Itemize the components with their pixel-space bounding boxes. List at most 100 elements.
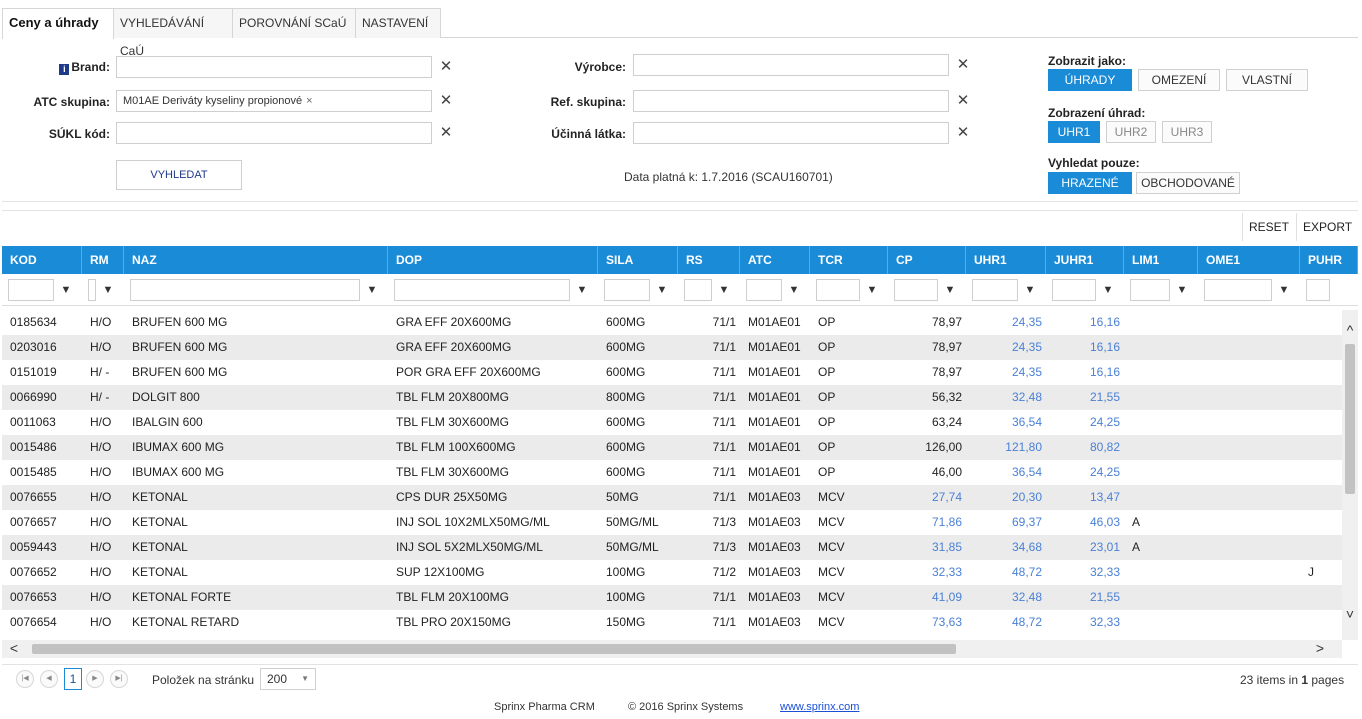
column-filter-input[interactable] (816, 279, 860, 301)
column-header-cp[interactable]: CP (888, 246, 966, 274)
table-row[interactable]: 0011063 H/O IBALGIN 600 TBL FLM 30X600MG 600… (2, 410, 1342, 435)
table-row[interactable]: 0151019 H/ - BRUFEN 600 MG POR GRA EFF 20X6… (2, 360, 1342, 385)
funnel-icon[interactable]: ▼ (944, 284, 956, 296)
uhr2-button[interactable]: UHR2 (1106, 121, 1156, 143)
scroll-up-icon[interactable]: ^ (1346, 322, 1354, 338)
chip-remove-icon[interactable]: × (306, 95, 313, 107)
column-filter-input[interactable] (8, 279, 54, 301)
next-page-icon[interactable]: ▶ (86, 670, 104, 688)
brand-clear-icon[interactable]: ✕ (439, 58, 453, 75)
column-header-sila[interactable]: SILA (598, 246, 678, 274)
column-filter-input[interactable] (684, 279, 712, 301)
funnel-icon[interactable]: ▼ (1024, 284, 1036, 296)
funnel-icon[interactable]: ▼ (718, 284, 730, 296)
column-header-ome1[interactable]: OME1 (1198, 246, 1300, 274)
prev-page-icon[interactable]: ◀ (40, 670, 58, 688)
column-header-tcr[interactable]: TCR (810, 246, 888, 274)
table-row[interactable]: 0185634 H/O BRUFEN 600 MG GRA EFF 20X600MG 6… (2, 310, 1342, 335)
table-row[interactable]: 0076657 H/O KETONAL INJ SOL 10X2MLX50MG/ML 5… (2, 510, 1342, 535)
funnel-icon[interactable]: ▼ (576, 284, 588, 296)
tab-nastaveni[interactable]: NASTAVENÍ (355, 8, 441, 38)
funnel-icon[interactable]: ▼ (366, 284, 378, 296)
footer-link[interactable]: www.sprinx.com (780, 701, 860, 713)
column-filter-input[interactable] (972, 279, 1018, 301)
current-page-button[interactable]: 1 (64, 668, 82, 690)
vyrobce-clear-icon[interactable]: ✕ (956, 56, 970, 73)
hrazene-button[interactable]: HRAZENÉ (1048, 172, 1132, 194)
column-filter-input[interactable] (394, 279, 570, 301)
ucinna-latka-input[interactable] (633, 122, 949, 144)
horizontal-scroll-thumb[interactable] (32, 644, 956, 654)
column-header-lim1[interactable]: LIM1 (1124, 246, 1198, 274)
scroll-left-icon[interactable]: < (9, 640, 19, 656)
column-filter-input[interactable] (130, 279, 360, 301)
funnel-icon[interactable]: ▼ (102, 284, 114, 296)
brand-input[interactable] (116, 56, 432, 78)
vertical-scroll-thumb[interactable] (1345, 344, 1355, 494)
column-header-juhr1[interactable]: JUHR1 (1046, 246, 1124, 274)
horizontal-scrollbar[interactable]: < > (2, 640, 1342, 658)
column-header-uhr1[interactable]: UHR1 (966, 246, 1046, 274)
funnel-icon[interactable]: ▼ (1278, 284, 1290, 296)
column-header-dop[interactable]: DOP (388, 246, 598, 274)
column-filter-input[interactable] (1130, 279, 1170, 301)
table-row[interactable]: 0076654 H/O KETONAL RETARD TBL PRO 20X150MG… (2, 610, 1342, 635)
uhr1-button[interactable]: UHR1 (1048, 121, 1100, 143)
last-page-icon[interactable]: ▶| (110, 670, 128, 688)
table-row[interactable]: 0066990 H/ - DOLGIT 800 TBL FLM 20X800MG 800… (2, 385, 1342, 410)
table-row[interactable]: 0203016 H/O BRUFEN 600 MG GRA EFF 20X600MG 6… (2, 335, 1342, 360)
export-button[interactable]: EXPORT (1296, 213, 1358, 241)
column-header-naz[interactable]: NAZ (124, 246, 388, 274)
cell-rm: H/O (90, 590, 112, 604)
ref-skupina-clear-icon[interactable]: ✕ (956, 92, 970, 109)
table-row[interactable]: 0015486 H/O IBUMAX 600 MG TBL FLM 100X600MG… (2, 435, 1342, 460)
funnel-icon[interactable]: ▼ (1176, 284, 1188, 296)
column-filter-input[interactable] (604, 279, 650, 301)
uhr3-button[interactable]: UHR3 (1162, 121, 1212, 143)
column-filter-input[interactable] (894, 279, 938, 301)
cell-juhr1: 21,55 (1089, 590, 1120, 604)
atc-clear-icon[interactable]: ✕ (439, 92, 453, 109)
obchodovane-button[interactable]: OBCHODOVANÉ (1136, 172, 1240, 194)
ref-skupina-input[interactable] (633, 90, 949, 112)
funnel-icon[interactable]: ▼ (788, 284, 800, 296)
info-icon[interactable]: i (59, 64, 70, 75)
column-header-atc[interactable]: ATC (740, 246, 810, 274)
tab-vyhledavani[interactable]: VYHLEDÁVÁNÍ CaÚ (113, 8, 233, 58)
column-header-kod[interactable]: KOD (2, 246, 82, 274)
funnel-icon[interactable]: ▼ (60, 284, 72, 296)
column-filter-input[interactable] (746, 279, 782, 301)
column-filter-input[interactable] (1052, 279, 1096, 301)
per-page-select[interactable]: 200 ▼ (260, 668, 316, 690)
show-as-uhrady-button[interactable]: ÚHRADY (1048, 69, 1132, 91)
scroll-down-icon[interactable]: ˅ (1345, 606, 1355, 622)
show-as-omezeni-button[interactable]: OMEZENÍ (1138, 69, 1220, 91)
funnel-icon[interactable]: ▼ (656, 284, 668, 296)
search-button[interactable]: VYHLEDAT (116, 160, 242, 190)
table-row[interactable]: 0059443 H/O KETONAL INJ SOL 5X2MLX50MG/ML 50… (2, 535, 1342, 560)
table-row[interactable]: 0076652 H/O KETONAL SUP 12X100MG 100MG 71/2 M0… (2, 560, 1342, 585)
tab-porovnani[interactable]: POROVNÁNÍ SCaÚ (232, 8, 356, 38)
column-header-puhr[interactable]: PUHR (1300, 246, 1358, 274)
table-row[interactable]: 0076655 H/O KETONAL CPS DUR 25X50MG 50MG 71/1… (2, 485, 1342, 510)
scroll-right-icon[interactable]: > (1315, 640, 1325, 656)
funnel-icon[interactable]: ▼ (1102, 284, 1114, 296)
ucinna-latka-clear-icon[interactable]: ✕ (956, 124, 970, 141)
vyrobce-input[interactable] (633, 54, 949, 76)
column-header-rm[interactable]: RM (82, 246, 124, 274)
column-header-rs[interactable]: RS (678, 246, 740, 274)
vertical-scrollbar[interactable]: ^ ˅ (1342, 310, 1358, 640)
table-row[interactable]: 0015485 H/O IBUMAX 600 MG TBL FLM 30X600MG 6… (2, 460, 1342, 485)
column-filter-input[interactable] (1204, 279, 1272, 301)
reset-button[interactable]: RESET (1242, 213, 1295, 241)
show-as-vlastni-button[interactable]: VLASTNÍ (1226, 69, 1308, 91)
table-row[interactable]: 0076653 H/O KETONAL FORTE TBL FLM 20X100MG 1… (2, 585, 1342, 610)
column-filter-input[interactable] (1306, 279, 1330, 301)
atc-input[interactable]: M01AE Deriváty kyseliny propionové × (116, 90, 432, 112)
column-filter-input[interactable] (88, 279, 96, 301)
first-page-icon[interactable]: |◀ (16, 670, 34, 688)
sukl-clear-icon[interactable]: ✕ (439, 124, 453, 141)
sukl-input[interactable] (116, 122, 432, 144)
funnel-icon[interactable]: ▼ (866, 284, 878, 296)
tab-ceny-a-uhrady[interactable]: Ceny a úhrady (2, 8, 114, 39)
